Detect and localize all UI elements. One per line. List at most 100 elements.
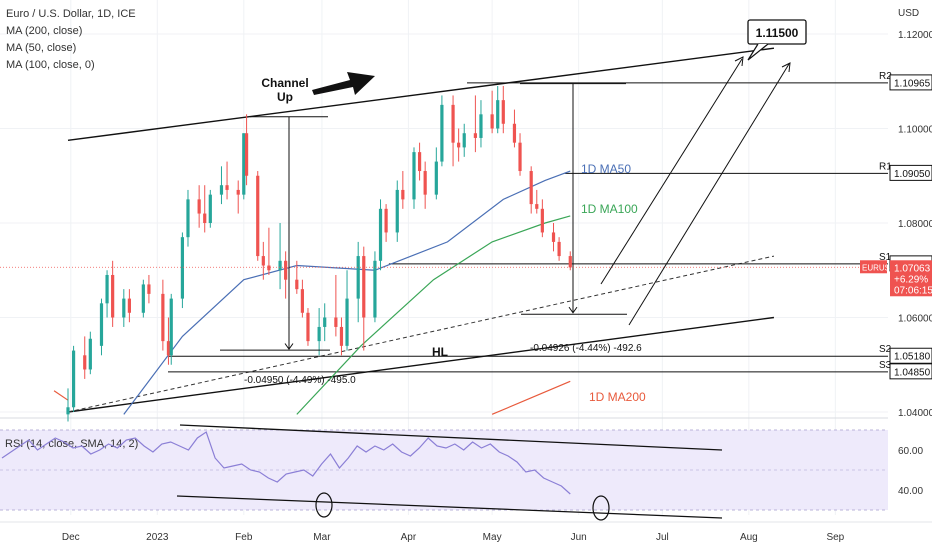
level-tag-r2: R2 [879,71,892,82]
candle-body [105,274,109,304]
candle-body [395,189,399,233]
level-price-box [889,347,932,364]
candle-body [169,298,173,356]
candle-body [111,274,115,318]
rsi-tick-label: 40.00 [898,486,923,497]
current-price-countdown: 07:06:15 [894,285,932,296]
currency-label: USD [898,8,919,19]
target-callout-box [747,19,807,45]
y-tick-label: 1.08000 [898,219,932,230]
level-tag-s2: S2 [879,344,892,355]
x-tick-label: Aug [740,532,758,543]
rsi-upper-trendline [179,424,723,451]
x-tick-label: May [483,532,502,543]
target-callout-label: 1.11500 [756,26,799,40]
channel-upper-line [67,47,775,142]
candle-body [378,208,383,261]
candle-body [236,189,240,195]
symbol-badge-label: EURUSD [862,263,896,272]
candle-body [242,133,246,195]
candle-body [244,133,249,176]
channel-label-line: Up [277,90,293,104]
candle-body [501,100,505,124]
candle-body [180,237,185,299]
candle-body [451,104,455,143]
rsi-panel: RSI (14, close, SMA, 14, 2) 60.00 40.00 [0,424,923,521]
candle-body [373,260,377,318]
candle-body [339,326,344,346]
candle-body [141,284,145,313]
level-price-label: 1.05180 [894,352,931,363]
x-tick-label: Apr [401,532,417,543]
rsi-line [1,431,571,495]
y-tick-label: 1.10000 [898,125,932,136]
level-price-box [889,363,932,380]
ma200-label: 1D MA200 [589,390,646,404]
ma-line [491,380,571,415]
candle-body [219,185,224,195]
rsi-header[interactable]: RSI (14, close, SMA, 14, 2) [5,438,138,450]
candle-body [362,256,366,318]
candle-body [306,312,310,342]
candle-body [457,142,461,148]
x-tick-label: Feb [235,532,253,543]
level-tag-r1: R1 [879,161,892,172]
candle-body [225,185,229,190]
candle-body [496,100,500,129]
candle-body [278,260,282,271]
y-tick-label: 1.06000 [898,314,932,325]
indicator-ma100[interactable]: MA (100, close, 0) [6,59,95,71]
level-price-label: 1.04850 [894,367,931,378]
candle-body [99,303,104,346]
channel-mid-dashed-line [67,255,775,413]
candle-body [267,265,271,271]
candle-body [490,114,494,129]
indicator-ma200[interactable]: MA (200, close) [6,25,83,37]
candle-body [88,338,92,370]
ma-line [53,390,69,401]
current-price-value: 1.07063 [894,263,931,274]
ma-line [296,215,571,415]
channel-up-label: Channel Up [261,76,308,104]
candle-body [66,407,70,415]
candle-body [122,298,126,318]
candle-body [127,298,131,313]
symbol-badge [860,260,887,274]
indicator-ma50[interactable]: MA (50, close) [6,42,77,54]
level-price-label: 1.10965 [894,78,931,89]
candle-body [462,133,466,148]
channel-label-line: Channel [261,76,308,90]
projection-arrowhead-icon [781,62,791,73]
target-callout-pointer-icon [747,43,769,61]
level-price-box [889,164,932,181]
candle-body [356,256,360,299]
measure1-arrowhead-icon [284,343,294,351]
candle-body [479,114,483,138]
candle-body [417,152,422,172]
channel-lines [67,47,775,413]
channel-arrow-icon [312,72,375,95]
y-tick-label: 1.12000 [898,30,932,41]
rsi-low-circle [315,492,333,518]
current-price-box [890,260,932,297]
candle-body [203,213,207,223]
level-price-label: 1.09050 [894,169,931,180]
rsi-tick-label: 60.00 [898,446,923,457]
candle-body [473,133,477,138]
symbol-title[interactable]: Euro / U.S. Dollar, 1D, ICE [6,8,136,20]
candle-body [166,341,171,356]
candle-body [512,123,517,143]
candle-body [300,289,304,313]
hl-label: HL [432,345,448,359]
level-tag-s1: S1 [879,252,892,263]
candle-body [535,204,539,209]
candle-body [440,104,444,162]
annotations: Channel Up -0.04950 (-4.49%) -495.0 -0.0492… [220,19,807,404]
candlesticks [66,85,572,422]
candle-body [434,161,438,195]
candle-body [540,208,544,233]
candle-body [147,284,151,294]
projection-arrowhead-icon [734,56,744,67]
rsi-low-circle [592,495,610,521]
